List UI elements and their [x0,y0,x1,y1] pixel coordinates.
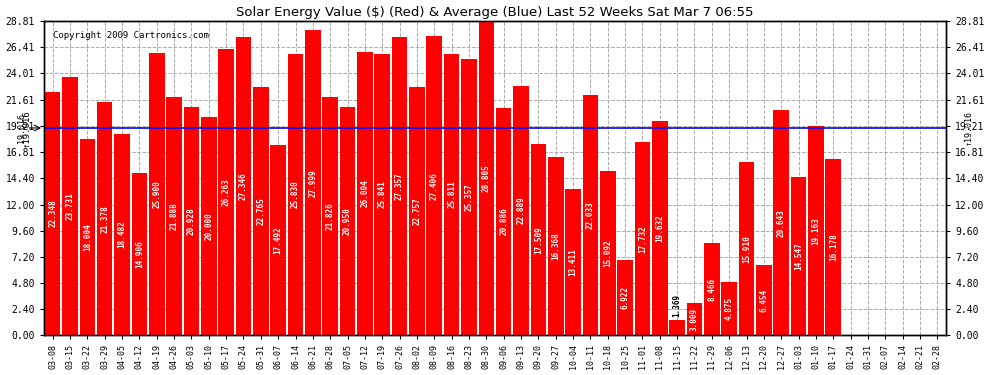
Bar [79,139,95,335]
Text: 20.643: 20.643 [777,209,786,237]
Bar [600,171,616,335]
Text: 25.900: 25.900 [152,180,161,208]
Bar [270,145,286,335]
Bar [62,76,78,335]
Text: 27.357: 27.357 [395,172,404,200]
Text: 17.732: 17.732 [638,225,646,253]
Bar [618,260,633,335]
Text: 18.004: 18.004 [83,224,92,251]
Text: 18.482: 18.482 [118,221,127,249]
Text: 22.033: 22.033 [586,201,595,229]
Bar [669,321,685,335]
Text: 21.826: 21.826 [326,202,335,230]
Bar [687,303,702,335]
Bar [461,59,477,335]
Bar [547,157,563,335]
Bar [565,189,581,335]
Text: 8.466: 8.466 [707,278,717,301]
Text: 4.875: 4.875 [725,297,734,320]
Bar [288,54,303,335]
Bar [374,54,390,335]
Bar [531,144,546,335]
Text: 6.454: 6.454 [759,289,768,312]
Bar [409,87,425,335]
Text: 20.886: 20.886 [499,208,508,236]
Text: 16.178: 16.178 [829,233,838,261]
Text: 25.841: 25.841 [378,181,387,209]
Text: 17.492: 17.492 [273,226,283,254]
Text: 14.906: 14.906 [135,240,144,268]
Text: 3.009: 3.009 [690,308,699,331]
Text: 14.547: 14.547 [794,242,803,270]
Text: 6.922: 6.922 [621,286,630,309]
Text: 1.369: 1.369 [672,294,682,317]
Bar [582,95,598,335]
Text: 19.632: 19.632 [655,214,664,242]
Bar [253,87,268,335]
Text: 19.016: 19.016 [17,113,26,143]
Text: ↑19.016: ↑19.016 [22,109,31,147]
Bar [496,108,512,335]
Bar [305,30,321,335]
Text: 16.368: 16.368 [551,232,560,260]
Text: 27.406: 27.406 [430,172,439,200]
Text: 27.999: 27.999 [308,169,318,196]
Text: 22.889: 22.889 [517,196,526,224]
Text: 20.928: 20.928 [187,207,196,235]
Bar [722,282,737,335]
Bar [201,117,217,335]
Text: 26.004: 26.004 [360,180,369,207]
Bar [791,177,807,335]
Bar [45,92,60,335]
Bar [114,134,130,335]
Text: Copyright 2009 Cartronics.com: Copyright 2009 Cartronics.com [53,30,209,39]
Bar [427,36,443,335]
Text: 22.757: 22.757 [413,197,422,225]
Bar [513,86,529,335]
Text: 26.263: 26.263 [222,178,231,206]
Bar [236,37,251,335]
Text: 22.765: 22.765 [256,197,265,225]
Bar [739,162,754,335]
Bar [444,54,459,335]
Bar [756,265,771,335]
Bar [183,107,199,335]
Bar [357,52,372,335]
Bar [132,173,148,335]
Text: 20.000: 20.000 [204,213,213,240]
Text: ↑19.016: ↑19.016 [963,111,972,146]
Bar [826,159,842,335]
Text: 27.346: 27.346 [239,172,248,200]
Text: 15.910: 15.910 [742,235,751,262]
Text: 13.411: 13.411 [568,248,577,276]
Title: Solar Energy Value ($) (Red) & Average (Blue) Last 52 Weeks Sat Mar 7 06:55: Solar Energy Value ($) (Red) & Average (… [237,6,753,18]
Bar [340,107,355,335]
Text: 19.163: 19.163 [812,217,821,245]
Bar [219,49,234,335]
Bar [392,37,408,335]
Text: 25.830: 25.830 [291,181,300,209]
Text: 25.811: 25.811 [447,181,456,209]
Bar [148,53,164,335]
Bar [478,21,494,335]
Text: 17.509: 17.509 [534,226,543,254]
Text: 23.731: 23.731 [65,192,74,220]
Bar [323,97,338,335]
Text: 28.805: 28.805 [482,164,491,192]
Bar [635,142,650,335]
Bar [97,102,113,335]
Text: 15.092: 15.092 [603,239,612,267]
Text: 20.950: 20.950 [344,207,352,235]
Bar [808,126,824,335]
Bar [166,97,182,335]
Text: 22.348: 22.348 [49,200,57,227]
Text: 21.378: 21.378 [100,205,109,232]
Text: 25.357: 25.357 [464,183,473,211]
Bar [652,121,667,335]
Bar [704,243,720,335]
Text: 21.888: 21.888 [169,202,178,230]
Bar [773,110,789,335]
